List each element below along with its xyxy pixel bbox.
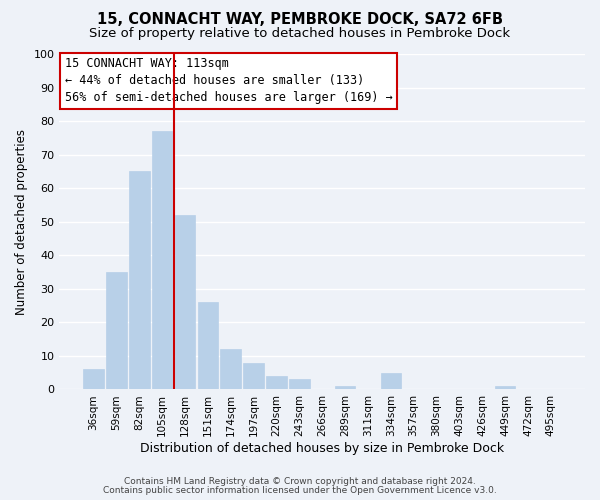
Bar [495, 386, 515, 390]
Text: 15 CONNACHT WAY: 113sqm
← 44% of detached houses are smaller (133)
56% of semi-d: 15 CONNACHT WAY: 113sqm ← 44% of detache… [65, 58, 392, 104]
Bar [335, 386, 355, 390]
Text: Size of property relative to detached houses in Pembroke Dock: Size of property relative to detached ho… [89, 28, 511, 40]
Bar [220, 349, 241, 390]
X-axis label: Distribution of detached houses by size in Pembroke Dock: Distribution of detached houses by size … [140, 442, 504, 455]
Text: Contains public sector information licensed under the Open Government Licence v3: Contains public sector information licen… [103, 486, 497, 495]
Bar [197, 302, 218, 390]
Bar [129, 172, 149, 390]
Text: 15, CONNACHT WAY, PEMBROKE DOCK, SA72 6FB: 15, CONNACHT WAY, PEMBROKE DOCK, SA72 6F… [97, 12, 503, 28]
Bar [152, 131, 172, 390]
Bar [289, 380, 310, 390]
Bar [83, 370, 104, 390]
Text: Contains HM Land Registry data © Crown copyright and database right 2024.: Contains HM Land Registry data © Crown c… [124, 477, 476, 486]
Bar [106, 272, 127, 390]
Y-axis label: Number of detached properties: Number of detached properties [15, 128, 28, 314]
Bar [175, 215, 196, 390]
Bar [244, 362, 264, 390]
Bar [380, 372, 401, 390]
Bar [266, 376, 287, 390]
